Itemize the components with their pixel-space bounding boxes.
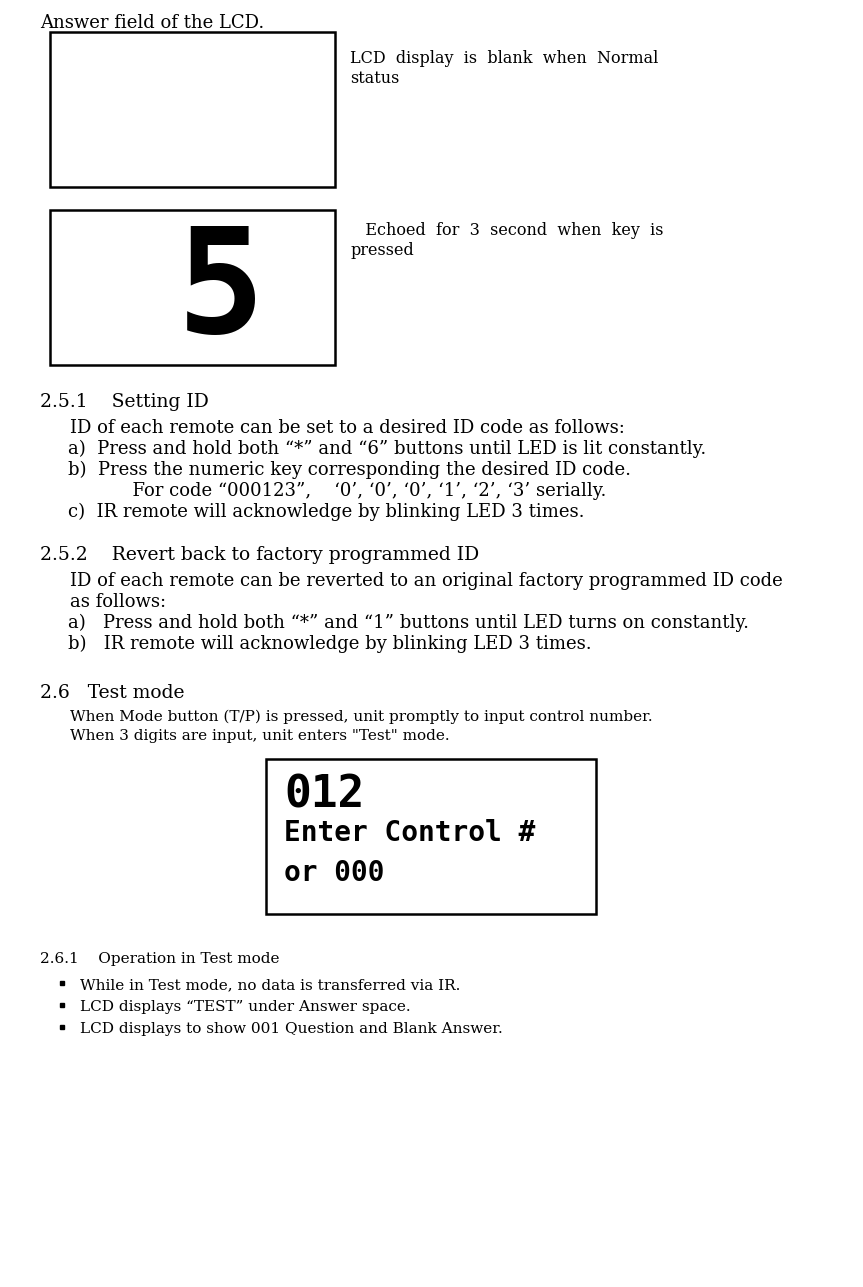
Text: Echoed  for  3  second  when  key  is: Echoed for 3 second when key is xyxy=(350,221,664,239)
Text: 5: 5 xyxy=(177,221,265,363)
Text: LCD  display  is  blank  when  Normal: LCD display is blank when Normal xyxy=(350,50,658,67)
Bar xyxy=(266,759,596,914)
Text: 012: 012 xyxy=(284,773,364,816)
Text: a)  Press and hold both “*” and “6” buttons until LED is lit constantly.: a) Press and hold both “*” and “6” butto… xyxy=(68,440,706,458)
Text: a)   Press and hold both “*” and “1” buttons until LED turns on constantly.: a) Press and hold both “*” and “1” butto… xyxy=(68,614,749,632)
Text: For code “000123”,    ‘0’, ‘0’, ‘0’, ‘1’, ‘2’, ‘3’ serially.: For code “000123”, ‘0’, ‘0’, ‘0’, ‘1’, ‘… xyxy=(98,483,607,501)
Text: While in Test mode, no data is transferred via IR.: While in Test mode, no data is transferr… xyxy=(80,978,460,992)
Text: 2.5.2    Revert back to factory programmed ID: 2.5.2 Revert back to factory programmed … xyxy=(40,546,479,564)
Text: as follows:: as follows: xyxy=(70,593,166,611)
Text: 2.6.1    Operation in Test mode: 2.6.1 Operation in Test mode xyxy=(40,952,280,967)
Text: Enter Control #: Enter Control # xyxy=(284,819,535,847)
Text: pressed: pressed xyxy=(350,242,413,259)
Text: b)   IR remote will acknowledge by blinking LED 3 times.: b) IR remote will acknowledge by blinkin… xyxy=(68,634,592,654)
Text: c)  IR remote will acknowledge by blinking LED 3 times.: c) IR remote will acknowledge by blinkin… xyxy=(68,503,584,521)
Text: 2.6   Test mode: 2.6 Test mode xyxy=(40,683,185,701)
Text: b)  Press the numeric key corresponding the desired ID code.: b) Press the numeric key corresponding t… xyxy=(68,461,631,479)
Text: or 000: or 000 xyxy=(284,858,385,887)
Text: 2.5.1    Setting ID: 2.5.1 Setting ID xyxy=(40,393,209,411)
Bar xyxy=(50,32,335,187)
Text: When Mode button (T/P) is pressed, unit promptly to input control number.: When Mode button (T/P) is pressed, unit … xyxy=(70,710,652,725)
Text: LCD displays “TEST” under Answer space.: LCD displays “TEST” under Answer space. xyxy=(80,1000,411,1014)
Text: ID of each remote can be reverted to an original factory programmed ID code: ID of each remote can be reverted to an … xyxy=(70,571,783,589)
Text: status: status xyxy=(350,69,400,88)
Text: When 3 digits are input, unit enters "Test" mode.: When 3 digits are input, unit enters "Te… xyxy=(70,728,450,743)
Text: Answer field of the LCD.: Answer field of the LCD. xyxy=(40,14,264,32)
Text: ID of each remote can be set to a desired ID code as follows:: ID of each remote can be set to a desire… xyxy=(70,420,625,438)
Bar xyxy=(50,210,335,366)
Text: LCD displays to show 001 Question and Blank Answer.: LCD displays to show 001 Question and Bl… xyxy=(80,1022,503,1036)
